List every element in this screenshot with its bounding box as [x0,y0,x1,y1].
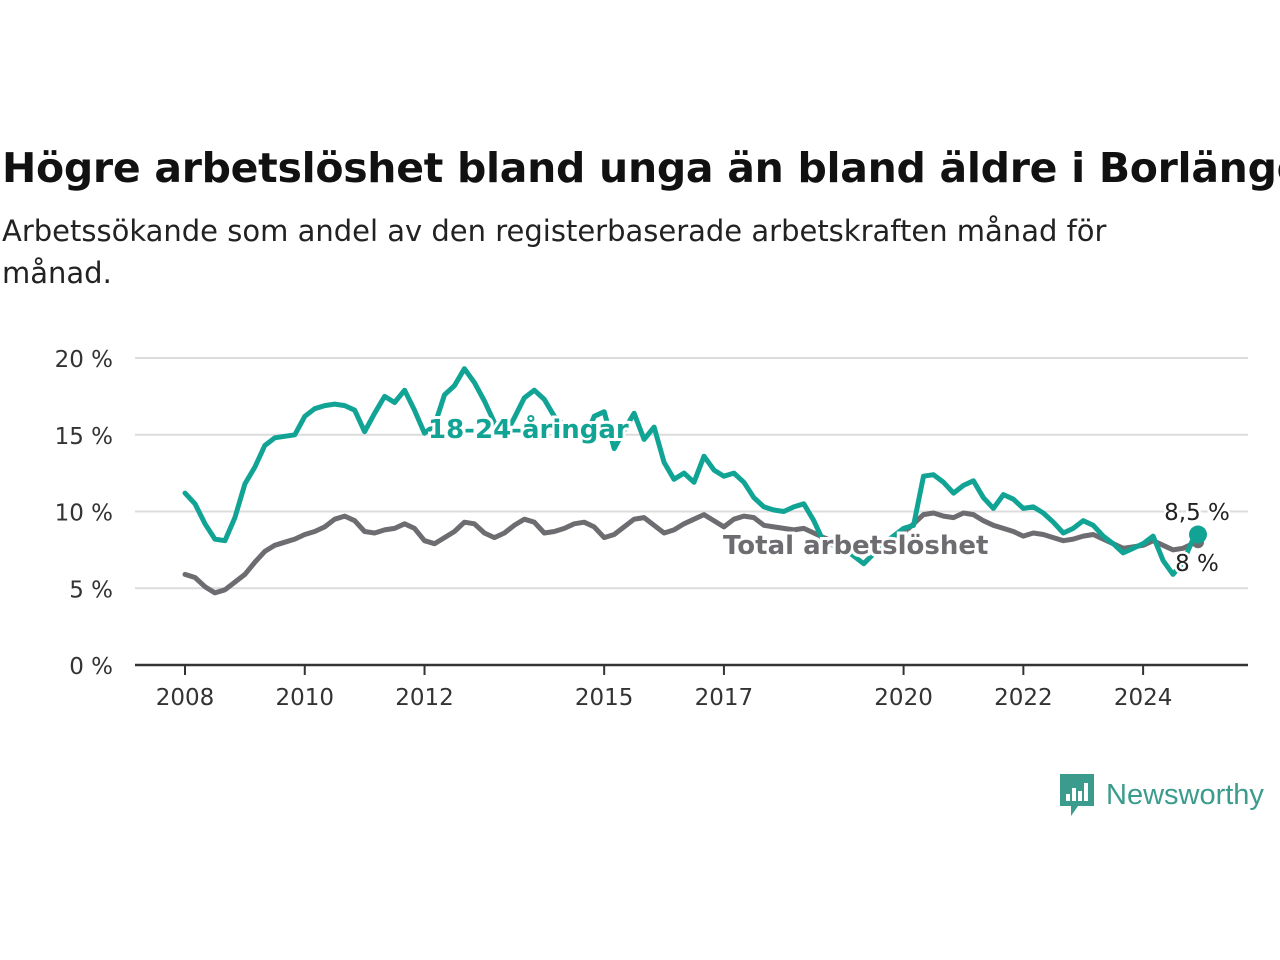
series-label-unga: 18-24-åringar [428,413,629,445]
x-tick-label: 2020 [874,685,933,711]
series-labels: 18-24-åringar Total arbetslöshet 8,5 % 8 % [425,410,1232,580]
end-value-total: 8 % [1175,551,1219,577]
series-lines [182,366,1207,596]
end-value-unga: 8,5 % [1164,500,1230,526]
chart-subtitle: Arbetssökande som andel av den registerb… [2,214,1107,290]
y-axis-tick-labels: 0 % 5 % 10 % 15 % 20 % [55,347,113,680]
x-axis: 2008 2010 2012 2015 2017 2020 2022 2024 [135,663,1248,711]
y-tick-label: 15 % [55,424,113,450]
x-tick-label: 2015 [575,685,634,711]
x-tick-label: 2017 [695,685,754,711]
newsworthy-logo-icon [1060,774,1094,816]
x-tick-label: 2022 [994,685,1053,711]
x-tick-label: 2024 [1114,685,1173,711]
series-end-point [1189,525,1207,544]
y-tick-label: 10 % [55,501,113,527]
x-tick-label: 2012 [395,685,454,711]
y-tick-label: 5 % [69,577,113,603]
series-line-total [182,510,1201,596]
series-label-total: Total arbetslöshet [723,531,988,561]
y-gridlines [135,357,1248,590]
newsworthy-brand: Newsworthy [1058,772,1264,818]
x-tick-label: 2010 [275,685,334,711]
y-tick-label: 20 % [55,347,113,373]
x-tick-label: 2008 [156,685,215,711]
chart-title: Högre arbetslöshet bland unga än bland ä… [2,144,1280,192]
brand-name: Newsworthy [1106,778,1264,811]
y-tick-label: 0 % [69,654,113,680]
series-line-unga [182,366,1201,577]
